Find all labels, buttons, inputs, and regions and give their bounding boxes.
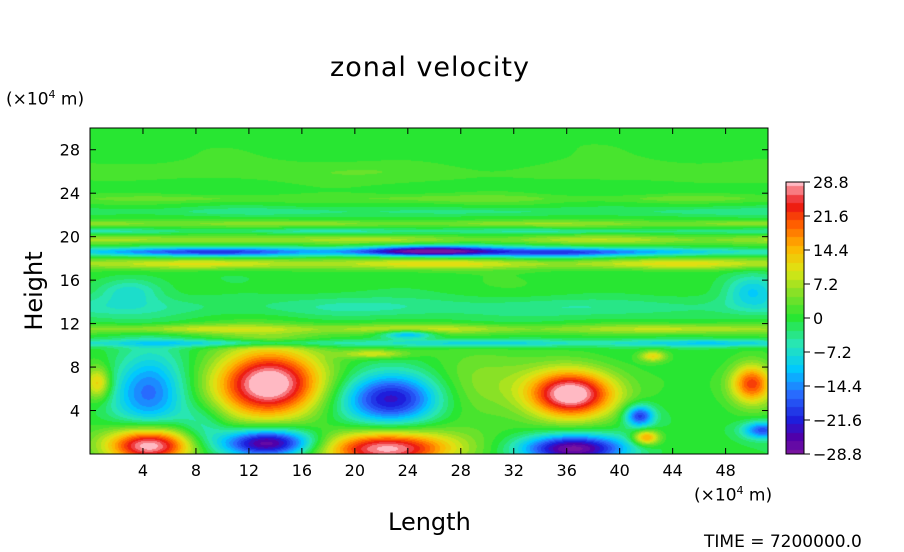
colorbar-gradient bbox=[786, 182, 804, 454]
colorbar-tick-label-6: −14.4 bbox=[813, 377, 862, 396]
colorbar-frame bbox=[785, 181, 805, 455]
y-tick-label-4: 4 bbox=[70, 402, 80, 421]
x-tick-label-24: 24 bbox=[398, 461, 418, 480]
x-tick-label-40: 40 bbox=[610, 461, 630, 480]
colorbar-tick-label-0: 28.8 bbox=[813, 173, 849, 192]
x-axis-label: Length bbox=[388, 508, 471, 536]
colorbar-tick-label-1: 21.6 bbox=[813, 207, 849, 226]
x-unit-suffix: m) bbox=[743, 485, 773, 506]
colorbar-tick-label-2: 14.4 bbox=[813, 241, 849, 260]
y-axis-unit: (×104 m) bbox=[6, 88, 84, 110]
chart-title: zonal velocity bbox=[330, 52, 530, 83]
y-tick-label-12: 12 bbox=[60, 315, 80, 334]
x-tick-label-28: 28 bbox=[451, 461, 471, 480]
x-tick-label-32: 32 bbox=[504, 461, 524, 480]
y-tick-label-20: 20 bbox=[60, 228, 80, 247]
colorbar-tick-label-5: −7.2 bbox=[813, 343, 852, 362]
x-tick-label-8: 8 bbox=[191, 461, 201, 480]
x-tick-label-16: 16 bbox=[292, 461, 312, 480]
y-axis-label: Height bbox=[20, 251, 48, 331]
x-tick-label-36: 36 bbox=[557, 461, 577, 480]
heatmap-field bbox=[90, 128, 768, 454]
y-tick-label-16: 16 bbox=[60, 271, 80, 290]
x-tick-label-20: 20 bbox=[345, 461, 365, 480]
y-tick-label-8: 8 bbox=[70, 358, 80, 377]
colorbar-tick-label-4: 0 bbox=[813, 309, 823, 328]
y-unit-prefix: (×10 bbox=[6, 89, 49, 110]
y-unit-suffix: m) bbox=[55, 89, 85, 110]
x-tick-label-4: 4 bbox=[138, 461, 148, 480]
y-tick-label-24: 24 bbox=[60, 184, 80, 203]
x-axis-unit: (×104 m) bbox=[694, 484, 772, 506]
x-tick-label-12: 12 bbox=[239, 461, 259, 480]
x-unit-exponent: 4 bbox=[736, 484, 744, 497]
colorbar-tick-label-8: −28.8 bbox=[813, 445, 862, 464]
y-tick-label-28: 28 bbox=[60, 141, 80, 160]
colorbar-tick-label-3: 7.2 bbox=[813, 275, 838, 294]
x-unit-prefix: (×10 bbox=[694, 485, 737, 506]
x-tick-label-48: 48 bbox=[715, 461, 735, 480]
y-unit-exponent: 4 bbox=[48, 88, 56, 101]
colorbar-tick-label-7: −21.6 bbox=[813, 411, 862, 430]
x-tick-label-44: 44 bbox=[662, 461, 682, 480]
time-readout: TIME = 7200000.0 bbox=[704, 532, 862, 552]
plot-frame bbox=[89, 127, 769, 455]
